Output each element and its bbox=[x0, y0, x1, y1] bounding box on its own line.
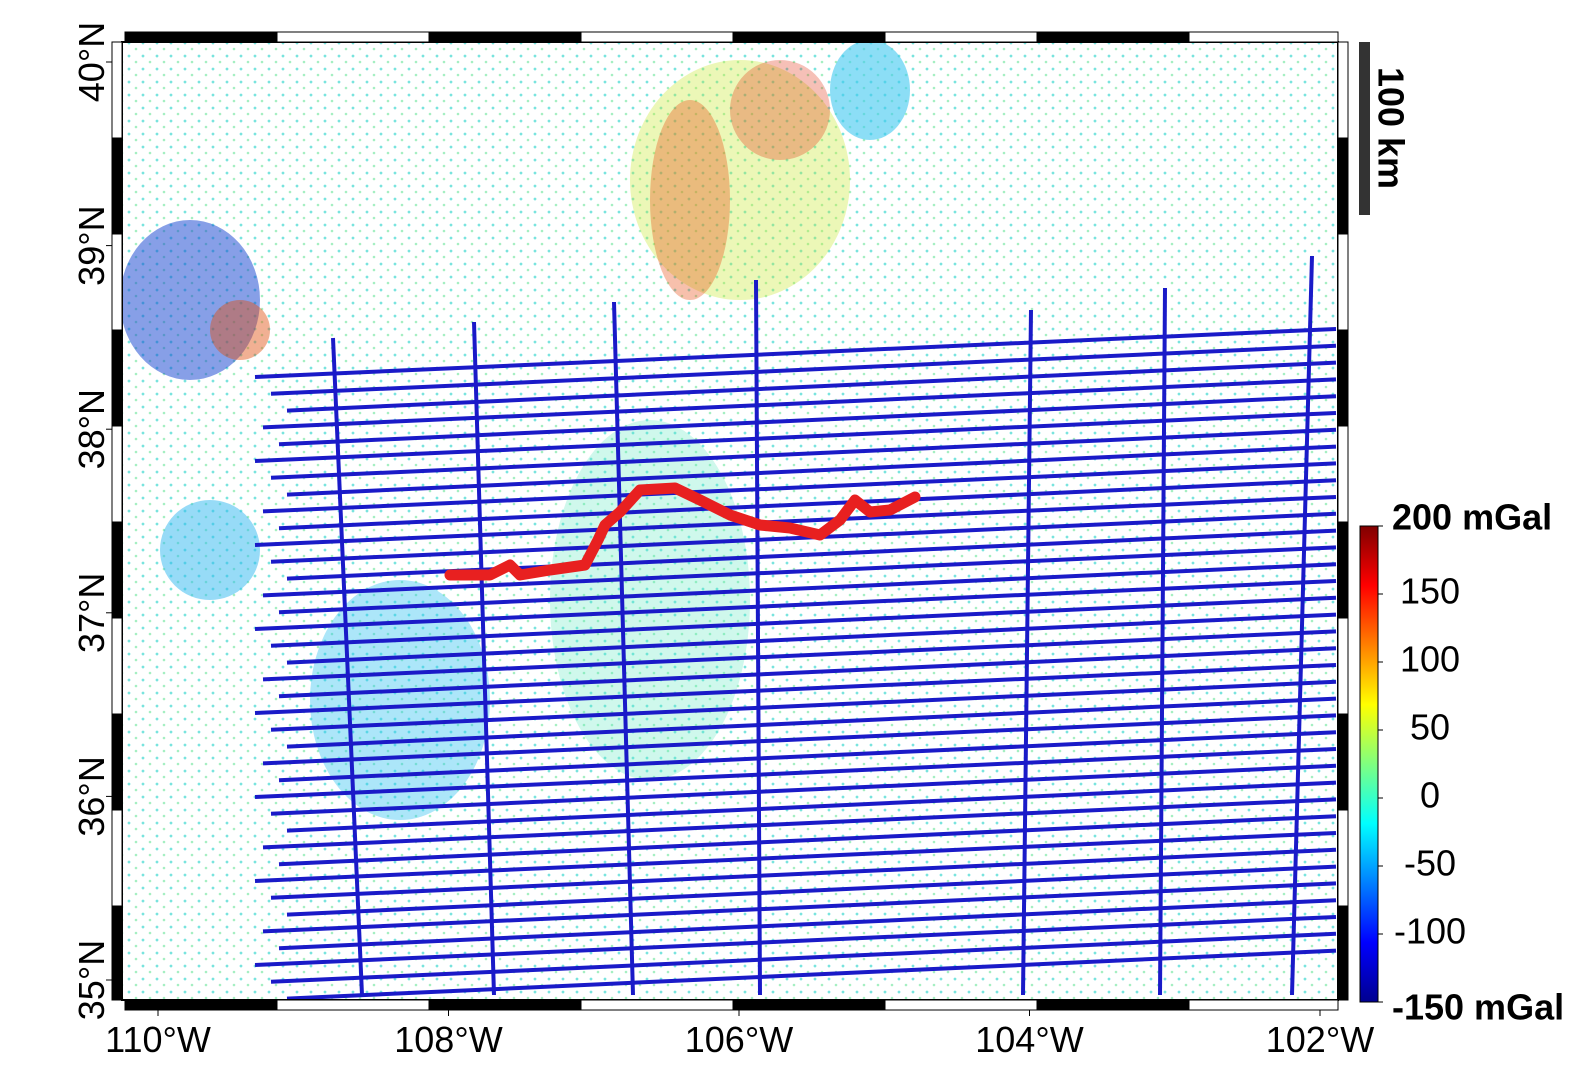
scale-bar: 100 km bbox=[1359, 42, 1411, 215]
lon-tick-label: 110°W bbox=[105, 1019, 211, 1060]
flight-line bbox=[262, 797, 1337, 850]
lon-tick-label: 108°W bbox=[394, 1019, 502, 1060]
frame-bar bbox=[732, 31, 886, 43]
flight-line bbox=[286, 444, 1337, 497]
frame-bar bbox=[884, 999, 1038, 1011]
flight-line bbox=[270, 763, 1337, 816]
flight-line bbox=[262, 461, 1337, 514]
frame-bar bbox=[580, 999, 734, 1011]
lat-tick-label: 37°N bbox=[71, 573, 112, 653]
flight-line bbox=[254, 747, 1337, 799]
flight-line bbox=[254, 663, 1337, 715]
frame-bar bbox=[1337, 617, 1349, 715]
colorbar-label: 100 bbox=[1400, 639, 1460, 680]
flight-line bbox=[262, 545, 1337, 598]
red-profile bbox=[444, 482, 921, 581]
flight-line bbox=[254, 411, 1337, 463]
colorbar-label: -150 mGal bbox=[1392, 987, 1564, 1028]
frame-bar bbox=[1337, 809, 1349, 907]
frame-bar bbox=[1188, 31, 1339, 43]
flight-line bbox=[270, 595, 1337, 648]
flight-line bbox=[270, 679, 1337, 732]
frame-bar bbox=[124, 31, 278, 43]
frame-bar bbox=[111, 329, 123, 427]
frame-bar bbox=[111, 425, 123, 523]
frame-bar bbox=[111, 233, 123, 331]
flight-line bbox=[262, 629, 1337, 682]
frame-bar bbox=[1188, 999, 1339, 1011]
frame-ticks bbox=[111, 31, 1349, 1011]
frame-bar bbox=[884, 31, 1038, 43]
colorbar-label: 200 mGal bbox=[1392, 497, 1552, 538]
frame-bar bbox=[1337, 329, 1349, 427]
scale-bar-label: 100 km bbox=[1370, 67, 1411, 189]
lon-tick-label: 102°W bbox=[1266, 1019, 1374, 1060]
flight-line bbox=[270, 427, 1337, 480]
flight-line bbox=[254, 327, 1337, 379]
frame-bar bbox=[1337, 425, 1349, 523]
flight-line bbox=[278, 646, 1337, 699]
frame-bar bbox=[124, 999, 278, 1011]
colorbar-label: 50 bbox=[1410, 707, 1450, 748]
frame-bar bbox=[111, 137, 123, 235]
frame-bar bbox=[428, 999, 582, 1011]
flight-line bbox=[1021, 309, 1033, 996]
lon-tick-label: 104°W bbox=[975, 1019, 1083, 1060]
flight-line bbox=[262, 881, 1337, 934]
flight-line bbox=[754, 279, 762, 996]
flight-line bbox=[286, 360, 1337, 413]
flight-line bbox=[254, 831, 1337, 883]
frame-bar bbox=[1337, 41, 1349, 139]
frame-bar bbox=[111, 617, 123, 715]
lat-tick-label: 40°N bbox=[71, 22, 112, 102]
frame-bar bbox=[111, 521, 123, 619]
flight-line bbox=[270, 343, 1337, 396]
frame-bar bbox=[428, 31, 582, 43]
colorbar-label: 150 bbox=[1400, 571, 1460, 612]
flight-line bbox=[270, 511, 1337, 564]
flight-line bbox=[1290, 255, 1314, 996]
lat-tick-label: 38°N bbox=[71, 389, 112, 469]
flight-line bbox=[278, 394, 1337, 447]
frame-bar bbox=[111, 809, 123, 907]
frame-bar bbox=[1337, 905, 1349, 1001]
flight-line bbox=[254, 579, 1337, 631]
flight-line bbox=[612, 301, 635, 996]
flight-line bbox=[262, 713, 1337, 766]
colorbar-label: 0 bbox=[1420, 775, 1440, 816]
flight-line bbox=[1158, 287, 1167, 996]
frame-bar bbox=[1337, 521, 1349, 619]
frame-bar bbox=[732, 999, 886, 1011]
flight-lines bbox=[254, 255, 1337, 1001]
flight-line bbox=[278, 478, 1337, 531]
flight-line bbox=[472, 321, 496, 996]
colorbar bbox=[1359, 525, 1379, 1003]
frame-bar bbox=[276, 999, 430, 1011]
frame-bar bbox=[580, 31, 734, 43]
flight-line bbox=[331, 337, 364, 996]
frame-bar bbox=[1337, 137, 1349, 235]
colorbar-label: -50 bbox=[1404, 843, 1456, 884]
frame-bar bbox=[1036, 31, 1190, 43]
frame-bar bbox=[1036, 999, 1190, 1011]
frame-bar bbox=[1337, 713, 1349, 811]
lat-tick-label: 35°N bbox=[71, 940, 112, 1020]
flight-line bbox=[270, 847, 1337, 900]
frame-bar bbox=[276, 31, 430, 43]
frame-bar bbox=[1337, 233, 1349, 331]
flight-line bbox=[262, 377, 1337, 430]
flight-line bbox=[278, 562, 1337, 615]
frame-bar bbox=[111, 905, 123, 1001]
lon-tick-label: 106°W bbox=[685, 1019, 793, 1060]
lat-tick-label: 36°N bbox=[71, 756, 112, 836]
frame-bar bbox=[111, 41, 123, 139]
frame-bar bbox=[111, 713, 123, 811]
colorbar-label: -100 bbox=[1394, 911, 1466, 952]
lat-tick-label: 39°N bbox=[71, 205, 112, 285]
flight-line bbox=[254, 495, 1337, 547]
flight-line bbox=[254, 915, 1337, 967]
